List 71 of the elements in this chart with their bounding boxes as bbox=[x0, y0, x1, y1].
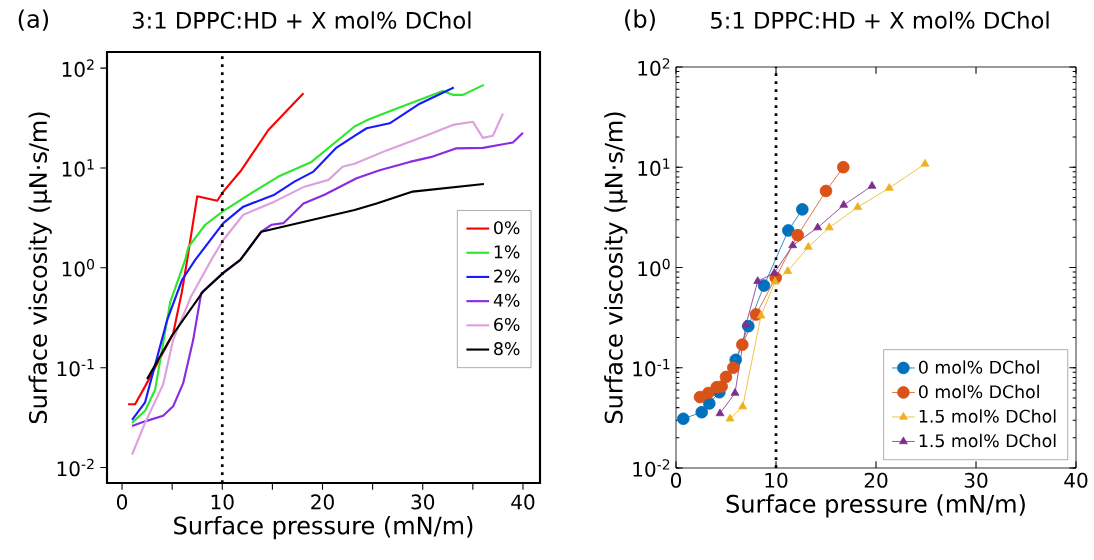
point bbox=[677, 412, 690, 426]
y-tick-label: 10$^{-2}$ bbox=[633, 459, 670, 477]
x-tick-label: 20 bbox=[311, 494, 334, 510]
point bbox=[738, 401, 748, 410]
y-tick-label: 10$^{-1}$ bbox=[57, 358, 94, 377]
x-tick-label: 30 bbox=[964, 472, 988, 488]
y-tick-label: 10$^{-2}$ bbox=[57, 458, 94, 477]
point bbox=[819, 184, 833, 198]
legend-label: 1.5 mol% DChol bbox=[919, 409, 1056, 423]
y-tick-label: 10$^{2}$ bbox=[62, 59, 94, 77]
y-axis-title: Surface viscosity (μN·s/m) bbox=[604, 112, 628, 424]
point bbox=[727, 361, 740, 375]
point bbox=[837, 160, 850, 174]
point bbox=[867, 181, 877, 189]
legend-label: 0 mol% DChol bbox=[919, 360, 1039, 374]
x-tick-label: 0 bbox=[670, 472, 682, 488]
point bbox=[791, 228, 804, 242]
point bbox=[730, 388, 740, 396]
point bbox=[782, 224, 795, 237]
point bbox=[741, 319, 751, 328]
point bbox=[695, 405, 708, 419]
y-tick-label: 10$^{1}$ bbox=[638, 158, 670, 176]
point bbox=[783, 266, 793, 274]
legend-label: 1% bbox=[494, 245, 520, 259]
point bbox=[703, 397, 716, 410]
y-tick-label: 10$^{2}$ bbox=[638, 58, 670, 76]
y-tick-label: 10$^{0}$ bbox=[638, 258, 670, 277]
legend-label: 0 mol% DChol bbox=[919, 384, 1039, 399]
legend-label: 2% bbox=[494, 269, 520, 283]
point bbox=[853, 202, 863, 210]
point bbox=[839, 200, 849, 208]
x-tick-label: 30 bbox=[411, 494, 435, 510]
point bbox=[753, 276, 763, 284]
x-tick-label: 10 bbox=[211, 494, 234, 510]
point bbox=[715, 408, 725, 417]
point bbox=[757, 279, 771, 292]
point bbox=[803, 242, 813, 250]
text: (b) bbox=[625, 9, 655, 31]
chart-title: 5:1 DPPC:HD + X mol% DChol bbox=[711, 11, 1049, 29]
point bbox=[920, 158, 930, 167]
legend-label: 1.5 mol% DChol bbox=[919, 433, 1056, 448]
point bbox=[719, 370, 733, 384]
point bbox=[824, 222, 834, 231]
y-axis-title: Surface viscosity (μN·s/m) bbox=[28, 112, 52, 424]
point bbox=[736, 338, 749, 351]
legend-label: 8% bbox=[494, 342, 520, 356]
point bbox=[725, 413, 735, 422]
point bbox=[769, 268, 779, 276]
legend-label: 4% bbox=[493, 293, 520, 307]
point bbox=[770, 276, 780, 285]
x-tick-label: 40 bbox=[511, 494, 535, 510]
point bbox=[796, 203, 809, 216]
y-tick-label: 10$^{0}$ bbox=[62, 259, 95, 277]
point bbox=[884, 183, 894, 191]
x-axis-title: Surface pressure (mN/m) bbox=[726, 494, 1025, 518]
legend-label: 0% bbox=[494, 221, 520, 235]
x-tick-label: 10 bbox=[765, 472, 788, 488]
text: (a) bbox=[18, 9, 49, 31]
y-tick-label: 10$^{1}$ bbox=[62, 159, 94, 177]
line-series bbox=[126, 92, 305, 406]
x-tick-label: 40 bbox=[1064, 472, 1088, 488]
x-axis-title: Surface pressure (mN/m) bbox=[174, 516, 473, 540]
point bbox=[702, 386, 715, 400]
point bbox=[756, 310, 766, 319]
y-tick-label: 10$^{-1}$ bbox=[633, 359, 670, 377]
chart-title: 3:1 DPPC:HD + X mol% DChol bbox=[132, 11, 471, 29]
x-tick-label: 20 bbox=[864, 472, 888, 488]
legend-label: 6% bbox=[494, 317, 520, 332]
point bbox=[813, 222, 823, 231]
x-tick-label: 0 bbox=[116, 494, 128, 510]
point bbox=[788, 240, 798, 249]
